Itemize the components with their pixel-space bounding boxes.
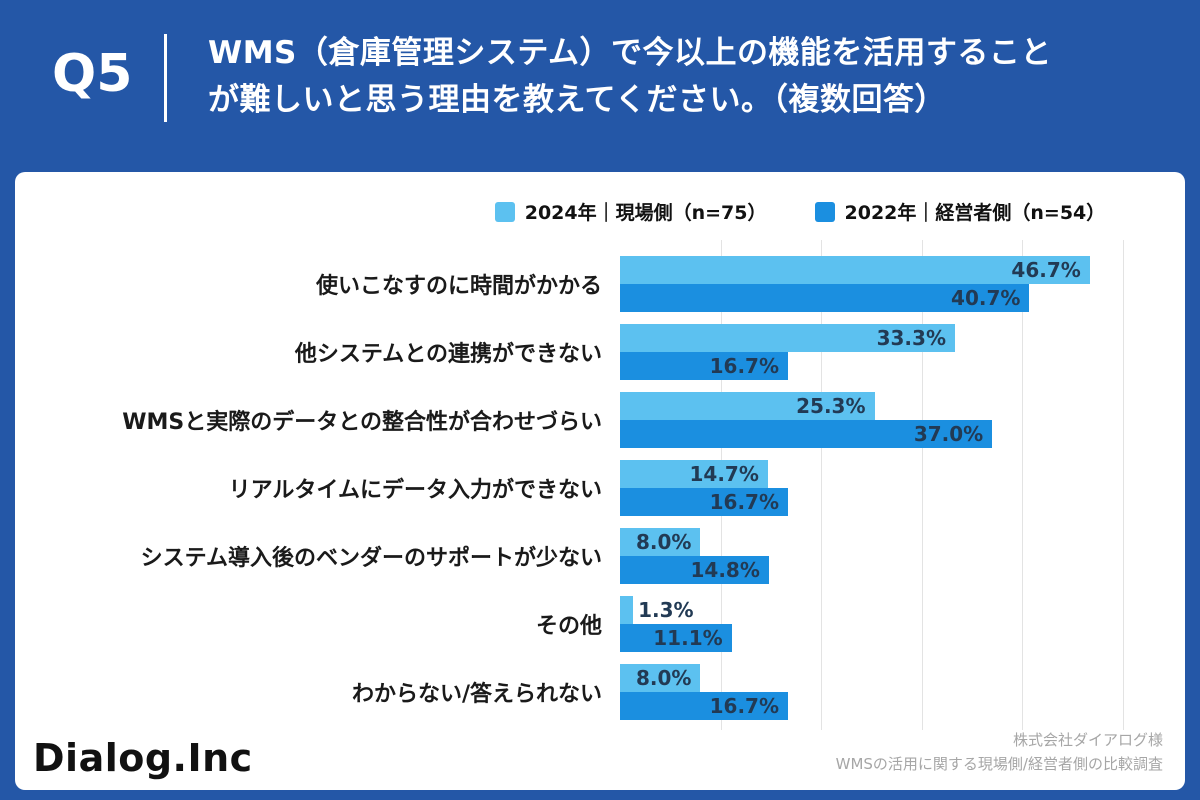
title-line-2: が難しいと思う理由を教えてください。（複数回答） <box>208 81 947 118</box>
bar-row: 46.7% <box>620 256 1123 284</box>
bar-group: 14.7% 16.7% <box>620 460 1123 516</box>
dialog-logo: Dialog.Inc <box>33 736 253 780</box>
value-label: 1.3% <box>638 598 694 622</box>
legend-item-2022: 2022年｜経営者側（n=54） <box>814 198 1106 225</box>
chart-row: その他 1.3% 11.1% <box>15 590 1123 658</box>
bar-series-2024: 14.7% <box>620 460 768 488</box>
bar-group: 25.3% 37.0% <box>620 392 1123 448</box>
credit-line-1: 株式会社ダイアログ様 <box>1012 731 1163 749</box>
bar-group: 1.3% 11.1% <box>620 596 1123 652</box>
category-label: システム導入後のベンダーのサポートが少ない <box>140 546 602 571</box>
bar-group: 8.0% 14.8% <box>620 528 1123 584</box>
legend: 2024年｜現場側（n=75） 2022年｜経営者側（n=54） <box>445 198 1155 225</box>
header-divider <box>164 34 167 122</box>
category-label: 他システムとの連携ができない <box>294 342 602 367</box>
category-label: その他 <box>535 614 602 639</box>
bar-group: 33.3% 16.7% <box>620 324 1123 380</box>
chart-row: わからない/答えられない 8.0% 16.7% <box>15 658 1123 726</box>
credits: 株式会社ダイアログ様 WMSの活用に関する現場側/経営者側の比較調査 <box>836 728 1163 776</box>
value-label: 33.3% <box>876 326 946 350</box>
bar-series-2022: 11.1% <box>620 624 732 652</box>
bar-row: 16.7% <box>620 488 1123 516</box>
value-label: 11.1% <box>653 626 723 650</box>
bar-row: 1.3% <box>620 596 1123 624</box>
bar-series-2022: 37.0% <box>620 420 993 448</box>
gridline <box>1123 240 1124 730</box>
value-label: 14.7% <box>689 462 759 486</box>
bar-series-2024: 33.3% <box>620 324 955 352</box>
bar-row: 37.0% <box>620 420 1123 448</box>
value-label: 16.7% <box>709 694 779 718</box>
value-label: 16.7% <box>709 490 779 514</box>
bar-row: 25.3% <box>620 392 1123 420</box>
gridline <box>921 240 923 730</box>
question-number: Q5 <box>52 44 133 104</box>
legend-label: 2024年｜現場側（n=75） <box>524 202 767 224</box>
value-label: 16.7% <box>709 354 779 378</box>
bar-row: 14.8% <box>620 556 1123 584</box>
value-label: 37.0% <box>913 422 984 446</box>
legend-label: 2022年｜経営者側（n=54） <box>844 202 1106 224</box>
bar-series-2022: 14.8% <box>620 556 769 584</box>
bar-row: 40.7% <box>620 284 1123 312</box>
bar-series-2022: 16.7% <box>620 692 788 720</box>
category-label: わからない/答えられない <box>351 682 602 707</box>
category-label: 使いこなすのに時間がかかる <box>315 274 602 299</box>
title-line-1: WMS（倉庫管理システム）で今以上の機能を活用すること <box>208 35 1052 71</box>
legend-swatch <box>814 201 835 222</box>
bar-series-2022: 16.7% <box>620 352 788 380</box>
gridline <box>821 240 823 730</box>
chart-row: 使いこなすのに時間がかかる 46.7% 40.7% <box>15 250 1123 318</box>
value-label: 14.8% <box>690 558 760 582</box>
credit-line-2: WMSの活用に関する現場側/経営者側の比較調査 <box>835 755 1163 773</box>
bar-row: 14.7% <box>620 460 1123 488</box>
bar-series-2024: 46.7% <box>620 256 1090 284</box>
bar-series-2024: 25.3% <box>620 392 875 420</box>
chart-row: リアルタイムにデータ入力ができない 14.7% 16.7% <box>15 454 1123 522</box>
gridline <box>1022 240 1024 730</box>
bar-row: 16.7% <box>620 692 1123 720</box>
chart-card: 2024年｜現場側（n=75） 2022年｜経営者側（n=54） 使いこなすのに時… <box>15 172 1185 790</box>
chart-row: 他システムとの連携ができない 33.3% 16.7% <box>15 318 1123 386</box>
value-label: 8.0% <box>636 530 692 554</box>
legend-item-2024: 2024年｜現場側（n=75） <box>494 198 767 225</box>
bar-series-2024: 8.0% <box>620 664 701 692</box>
chart-row: WMSと実際のデータとの整合性が合わせづらい 25.3% 37.0% <box>15 386 1123 454</box>
value-label: 46.7% <box>1011 258 1081 282</box>
chart-rows: 使いこなすのに時間がかかる 46.7% 40.7% 他システムとの連携ができない 33.… <box>15 250 1123 726</box>
bar-series-2022: 40.7% <box>620 284 1030 312</box>
bar-series-2024 <box>620 596 634 624</box>
bar-row: 8.0% <box>620 664 1123 692</box>
value-label: 8.0% <box>636 666 692 690</box>
bar-series-2024: 8.0% <box>620 528 701 556</box>
bar-chart: 使いこなすのに時間がかかる 46.7% 40.7% 他システムとの連携ができない 33.… <box>15 240 1124 730</box>
bar-group: 46.7% 40.7% <box>620 256 1123 312</box>
header: Q5 WMS（倉庫管理システム）で今以上の機能を活用すること が難しいと思う理由… <box>0 0 1200 172</box>
category-label: リアルタイムにデータ入力ができない <box>228 478 602 503</box>
value-label: 25.3% <box>796 394 866 418</box>
bar-row: 11.1% <box>620 624 1123 652</box>
page-title: WMS（倉庫管理システム）で今以上の機能を活用すること が難しいと思う理由を教え… <box>208 30 1052 123</box>
legend-swatch <box>494 201 515 222</box>
bar-group: 8.0% 16.7% <box>620 664 1123 720</box>
bar-row: 8.0% <box>620 528 1123 556</box>
chart-row: システム導入後のベンダーのサポートが少ない 8.0% 14.8% <box>15 522 1123 590</box>
bar-series-2022: 16.7% <box>620 488 788 516</box>
bar-row: 33.3% <box>620 324 1123 352</box>
value-label: 40.7% <box>951 286 1021 310</box>
bar-row: 16.7% <box>620 352 1123 380</box>
category-label: WMSと実際のデータとの整合性が合わせづらい <box>122 410 602 435</box>
